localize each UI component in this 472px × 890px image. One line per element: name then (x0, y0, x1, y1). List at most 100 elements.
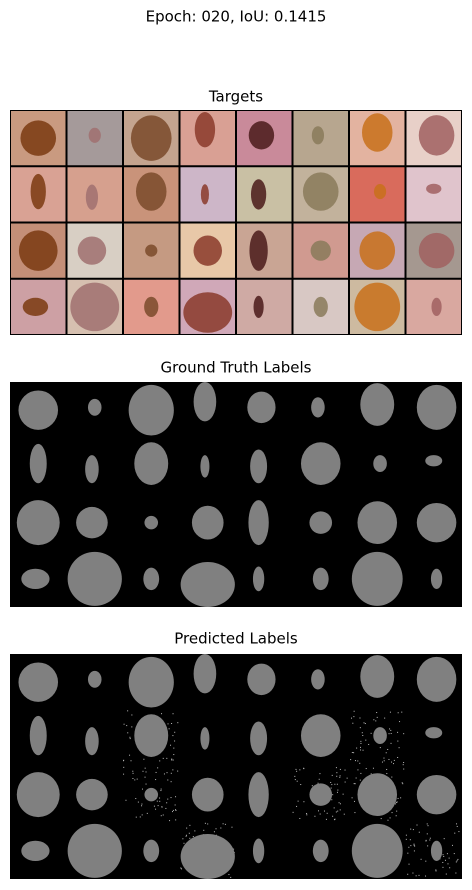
noise (317, 782, 319, 784)
lesion (313, 296, 328, 317)
noise (132, 778, 134, 780)
noise (194, 830, 196, 832)
mask (143, 567, 160, 591)
noise (145, 783, 147, 785)
noise (355, 777, 357, 779)
noise (443, 838, 445, 840)
noise (357, 769, 359, 771)
mask (85, 455, 99, 484)
noise (376, 712, 378, 714)
noise (303, 801, 305, 803)
noise (330, 787, 332, 789)
noise (231, 826, 233, 828)
lesion (359, 231, 396, 270)
noise (170, 797, 172, 799)
noise (144, 767, 146, 769)
noise (363, 722, 365, 724)
noise (143, 758, 145, 760)
noise (172, 713, 174, 715)
noise (132, 770, 134, 772)
lesion (354, 282, 401, 332)
noise (185, 835, 187, 837)
mask (247, 663, 276, 696)
mask (29, 443, 47, 484)
noise (166, 802, 168, 804)
noise (375, 720, 377, 722)
noise (172, 769, 174, 771)
noise (161, 806, 163, 808)
noise (360, 742, 362, 744)
noise (323, 810, 325, 812)
noise (420, 858, 422, 860)
mask (250, 449, 268, 484)
mask (180, 562, 235, 607)
lesion (418, 115, 455, 156)
noise (396, 810, 398, 812)
mask (360, 655, 395, 698)
noise (405, 834, 407, 836)
noise (224, 823, 226, 825)
noise (145, 771, 147, 773)
image-grid (10, 654, 462, 879)
mask (351, 551, 403, 606)
noise (388, 758, 390, 760)
noise (335, 767, 337, 769)
noise (395, 803, 397, 805)
noise (379, 747, 381, 749)
lesion (248, 121, 275, 150)
mask (18, 662, 59, 702)
mask (180, 834, 235, 879)
mask (252, 566, 265, 592)
noise (175, 819, 177, 821)
noise (332, 794, 334, 796)
noise (389, 711, 391, 713)
noise (123, 723, 125, 725)
noise (141, 805, 143, 807)
mask (309, 511, 333, 534)
noise (169, 820, 171, 822)
noise (353, 716, 355, 718)
noise (381, 761, 383, 763)
panel-title: Targets (208, 88, 263, 106)
noise (215, 828, 217, 830)
mask (21, 568, 50, 589)
noise (153, 805, 155, 807)
noise (131, 714, 133, 716)
noise (407, 873, 409, 875)
noise (296, 770, 298, 772)
image-grid (10, 382, 462, 607)
noise (189, 837, 191, 839)
mask (144, 515, 159, 530)
mask (247, 391, 276, 424)
noise (343, 813, 345, 815)
noise (129, 754, 131, 756)
noise (325, 818, 327, 820)
lesion (135, 172, 167, 211)
noise (355, 760, 357, 762)
noise (383, 760, 385, 762)
mask (85, 727, 99, 756)
noise (373, 719, 375, 721)
noise (359, 762, 361, 764)
noise (337, 810, 339, 812)
mask (67, 551, 122, 606)
noise (146, 812, 148, 814)
noise (228, 874, 230, 876)
noise (353, 783, 355, 785)
noise (359, 727, 361, 729)
noise (170, 781, 172, 783)
lesion (85, 184, 99, 210)
noise (296, 805, 298, 807)
noise (167, 798, 169, 800)
noise (409, 839, 411, 841)
mask (76, 506, 108, 539)
noise (393, 759, 395, 761)
noise (159, 800, 161, 802)
mask (311, 397, 325, 418)
noise (395, 815, 397, 817)
noise (326, 812, 328, 814)
lesion (77, 236, 107, 265)
noise (364, 723, 366, 725)
noise (427, 825, 429, 827)
panel-title: Ground Truth Labels (160, 359, 311, 377)
